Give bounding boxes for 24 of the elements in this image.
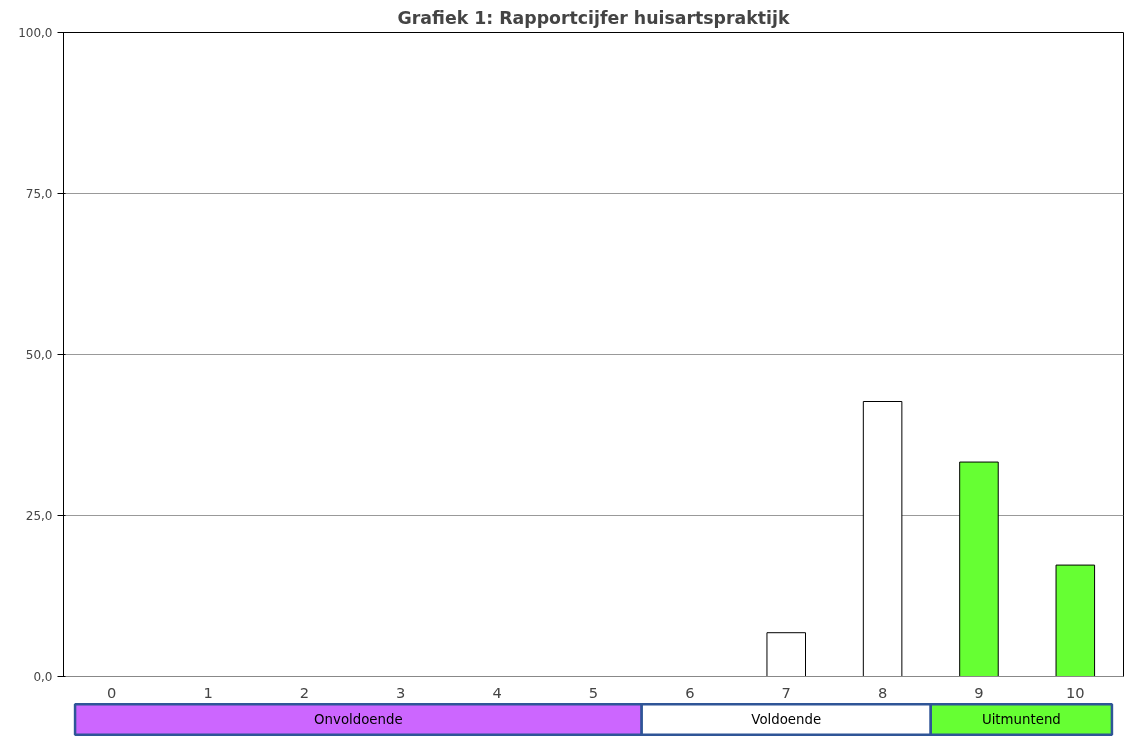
x-tick-label: 7 [781, 683, 791, 701]
x-tick-label: 0 [107, 683, 117, 701]
bar [862, 401, 903, 677]
y-tick-label: 0,0 [33, 670, 53, 684]
x-tick-label: 5 [588, 683, 599, 701]
category-label: Uitmuntend [981, 712, 1061, 727]
x-tick-label: 4 [492, 683, 502, 701]
y-tick-label: 100,0 [18, 26, 53, 40]
category-label: Onvoldoende [314, 712, 403, 727]
x-tick-label: 9 [974, 683, 984, 701]
y-tick-label: 25,0 [25, 509, 53, 523]
x-tick-label: 6 [685, 683, 695, 701]
y-tick-label: 75,0 [25, 187, 53, 201]
category-label: Voldoende [751, 712, 822, 727]
y-tick-label: 50,0 [25, 348, 53, 362]
bar [959, 461, 999, 677]
x-tick-label: 3 [396, 683, 406, 701]
bar [1055, 564, 1096, 677]
x-tick-label: 2 [299, 683, 310, 701]
chart-title: Grafiek 1: Rapportcijfer huisartspraktijk [397, 7, 790, 28]
x-tick-label: 1 [203, 683, 213, 701]
x-tick-label: 10 [1065, 683, 1085, 701]
x-tick-label: 8 [877, 683, 888, 701]
bar [766, 632, 806, 677]
